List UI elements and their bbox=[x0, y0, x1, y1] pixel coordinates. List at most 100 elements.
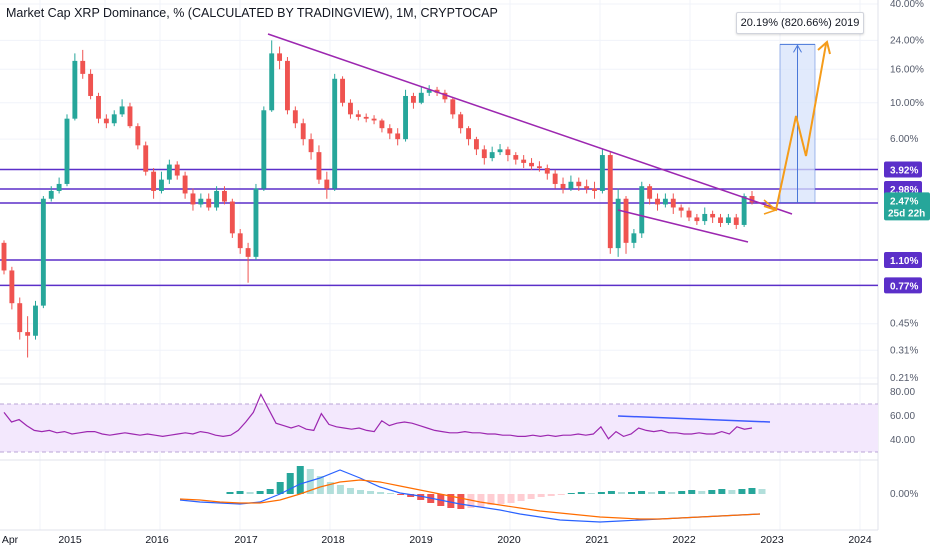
candle-body bbox=[33, 305, 38, 336]
projection-arrow bbox=[817, 40, 831, 55]
candle-body bbox=[324, 179, 330, 189]
candle-body bbox=[48, 190, 54, 199]
macd-histogram-bar bbox=[356, 490, 364, 494]
candle-body bbox=[174, 164, 180, 176]
price-axis[interactable]: 40.00% 24.00% 16.00% 10.00% 6.00% 0.45% 0.31% 0… bbox=[884, 0, 930, 500]
candle-body bbox=[348, 102, 353, 115]
candle-body bbox=[442, 92, 448, 100]
candle-body bbox=[718, 217, 723, 223]
macd-pane bbox=[179, 466, 766, 523]
candle-body bbox=[64, 118, 70, 184]
macd-histogram-bar bbox=[587, 493, 595, 494]
candle-body bbox=[489, 152, 495, 159]
level-badge-label: 3.92% bbox=[890, 165, 918, 176]
candle-body bbox=[725, 217, 731, 223]
candle-body bbox=[458, 114, 464, 129]
candle-body bbox=[686, 210, 692, 218]
candle-body bbox=[576, 181, 582, 187]
macd-histogram-bar bbox=[547, 494, 555, 496]
macd-histogram-bar bbox=[226, 492, 234, 494]
candle-body bbox=[159, 179, 164, 191]
macd-histogram-bar bbox=[457, 494, 465, 509]
macd-histogram-bar bbox=[397, 494, 405, 495]
x-tick-label: 2024 bbox=[848, 534, 872, 546]
candle-body bbox=[733, 217, 739, 225]
horizontal-levels[interactable] bbox=[0, 168, 878, 287]
x-tick-label: 2017 bbox=[234, 534, 258, 546]
candle-body bbox=[623, 198, 629, 243]
y-tick-label: 16.00% bbox=[890, 64, 924, 75]
candle-body bbox=[261, 110, 267, 189]
candle-body bbox=[237, 233, 243, 249]
candle-body bbox=[403, 95, 408, 140]
macd-tick-label: 0.00% bbox=[890, 489, 918, 500]
candle-body bbox=[670, 198, 676, 208]
macd-histogram-bar bbox=[698, 491, 706, 494]
candle-body bbox=[552, 173, 558, 184]
candle-body bbox=[332, 78, 338, 189]
chart-title: Market Cap XRP Dominance, % (CALCULATED … bbox=[6, 6, 498, 20]
candle-body bbox=[253, 188, 259, 257]
x-tick-label: 2015 bbox=[58, 534, 82, 546]
measure-label: 20.19% (820.66%) 2019 bbox=[736, 12, 864, 34]
macd-histogram-bar bbox=[407, 494, 415, 497]
macd-histogram-bar bbox=[326, 482, 334, 494]
macd-histogram-bar bbox=[597, 492, 605, 494]
rsi-divergence-line bbox=[617, 415, 771, 423]
macd-histogram-bar bbox=[487, 494, 495, 505]
y-tick-label: 24.00% bbox=[890, 35, 924, 46]
macd-histogram-bar bbox=[497, 494, 505, 504]
macd-histogram-bar bbox=[688, 490, 696, 494]
candle-body bbox=[481, 149, 487, 159]
projection-start bbox=[763, 199, 778, 215]
candle-body bbox=[88, 73, 94, 96]
candle-body bbox=[395, 133, 401, 140]
last-price-label: 2.47% bbox=[890, 196, 918, 207]
macd-histogram-bar bbox=[467, 494, 475, 508]
level-badge bbox=[884, 277, 922, 294]
macd-histogram-bar bbox=[557, 494, 565, 495]
candle-body bbox=[1, 242, 7, 271]
candle-body bbox=[418, 92, 424, 103]
macd-histogram-bar bbox=[336, 485, 344, 494]
macd-histogram-bar bbox=[628, 492, 636, 494]
candle-body bbox=[214, 190, 220, 208]
macd-histogram-bar bbox=[256, 491, 264, 494]
projection-path bbox=[763, 43, 827, 212]
resistance-trendline bbox=[267, 33, 793, 215]
candle-body bbox=[96, 95, 101, 119]
macd-histogram-bar bbox=[537, 494, 545, 497]
x-tick-label: Apr bbox=[2, 534, 19, 546]
level-badge-label: 0.77% bbox=[890, 281, 918, 292]
candle-body bbox=[277, 53, 283, 61]
candle-body bbox=[363, 116, 369, 119]
rsi-line bbox=[3, 392, 753, 440]
drawing-overlays[interactable] bbox=[267, 33, 831, 243]
macd-histogram-bar bbox=[748, 488, 756, 494]
level-badge-label: 2.98% bbox=[890, 185, 918, 196]
time-axis[interactable]: Apr 2015 2016 2017 2018 2019 2020 2021 2022 2023 2… bbox=[2, 534, 872, 546]
candle-body bbox=[678, 207, 684, 211]
macd-histogram-bar bbox=[738, 489, 746, 494]
candle-body bbox=[536, 166, 542, 169]
y-tick-label: 6.00% bbox=[890, 134, 918, 145]
candle-body bbox=[340, 78, 346, 103]
candle-body bbox=[151, 171, 157, 191]
macd-histogram-bar bbox=[367, 491, 375, 494]
candle-body bbox=[639, 186, 645, 234]
rsi-pane bbox=[0, 392, 878, 453]
candle-body bbox=[245, 248, 251, 257]
macd-histogram-bar bbox=[658, 491, 666, 494]
y-tick-label: 40.00% bbox=[890, 0, 924, 10]
candle-body bbox=[300, 123, 306, 140]
candle-body bbox=[56, 183, 62, 191]
macd-histogram-bar bbox=[266, 489, 274, 494]
rsi-band bbox=[0, 404, 878, 452]
candle-body bbox=[560, 183, 566, 189]
candle-body bbox=[355, 114, 361, 117]
candle-body bbox=[127, 106, 133, 127]
candle-body bbox=[135, 126, 141, 146]
candle-body bbox=[190, 193, 196, 205]
candle-body bbox=[292, 110, 298, 124]
